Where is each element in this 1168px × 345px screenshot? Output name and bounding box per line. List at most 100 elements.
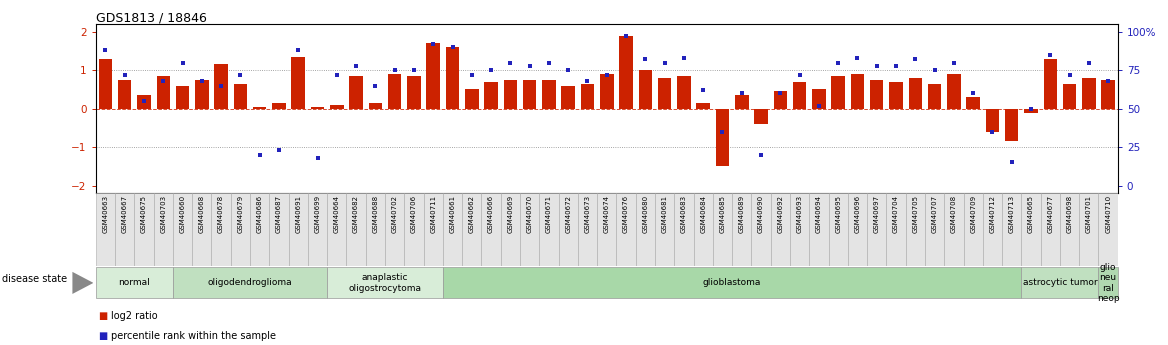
Text: GSM40666: GSM40666 [488,195,494,234]
Bar [253,107,266,109]
Text: ■: ■ [98,311,107,321]
Bar [481,193,501,266]
Bar [773,91,787,109]
Text: GSM40710: GSM40710 [1105,195,1111,234]
Bar [485,82,498,109]
Bar [674,193,694,266]
Text: GSM40697: GSM40697 [874,195,880,234]
Bar [732,193,751,266]
Bar [96,193,116,266]
Bar [424,193,443,266]
Bar [793,82,806,109]
Bar [503,80,517,109]
Text: ■: ■ [98,332,107,341]
Bar [1098,267,1118,298]
Bar [211,193,231,266]
Text: GSM40702: GSM40702 [391,195,397,233]
Text: GSM40682: GSM40682 [353,195,359,233]
Text: GSM40677: GSM40677 [1048,195,1054,234]
Bar [157,76,171,109]
Text: GSM40695: GSM40695 [835,195,841,233]
Bar [116,193,134,266]
Bar [735,95,749,109]
Bar [446,47,459,109]
Text: GSM40692: GSM40692 [778,195,784,233]
Text: GSM40689: GSM40689 [738,195,745,234]
Bar [1059,193,1079,266]
Text: GSM40671: GSM40671 [545,195,552,234]
Text: GSM40693: GSM40693 [797,195,802,234]
Text: GSM40669: GSM40669 [507,195,514,234]
Text: astrocytic tumor: astrocytic tumor [1023,278,1097,287]
Text: GSM40680: GSM40680 [642,195,648,234]
Text: glioblastoma: glioblastoma [703,278,762,287]
Bar [292,57,305,109]
Bar [1098,193,1118,266]
Text: GSM40699: GSM40699 [314,195,320,234]
Text: GSM40696: GSM40696 [855,195,861,234]
Bar [231,193,250,266]
Text: GSM40678: GSM40678 [218,195,224,234]
Text: GSM40673: GSM40673 [584,195,591,234]
Text: GSM40703: GSM40703 [160,195,166,234]
Text: GSM40683: GSM40683 [681,195,687,234]
Bar [639,70,652,109]
Bar [385,193,404,266]
Bar [327,267,443,298]
Bar [562,86,575,109]
Bar [118,80,132,109]
Bar [696,103,710,109]
Bar [867,193,887,266]
Bar [944,193,964,266]
Bar [812,89,826,109]
Bar [463,193,481,266]
Bar [173,267,327,298]
Bar [578,193,597,266]
Bar [558,193,578,266]
Text: GSM40713: GSM40713 [1009,195,1015,234]
Text: disease state: disease state [2,275,68,284]
Text: GSM40704: GSM40704 [894,195,899,233]
Bar [465,89,479,109]
Text: GSM40685: GSM40685 [719,195,725,233]
Bar [1041,193,1059,266]
Bar [308,193,327,266]
Bar [870,80,883,109]
Text: GSM40694: GSM40694 [816,195,822,233]
Bar [619,36,633,109]
Text: normal: normal [118,278,151,287]
Text: GSM40675: GSM40675 [141,195,147,233]
Text: GSM40663: GSM40663 [103,195,109,234]
Bar [809,193,828,266]
Bar [1021,267,1098,298]
Bar [134,193,154,266]
Bar [176,86,189,109]
Bar [215,65,228,109]
Text: GSM40681: GSM40681 [661,195,668,234]
Text: percentile rank within the sample: percentile rank within the sample [111,332,276,341]
Bar [523,80,536,109]
Bar [1004,109,1018,141]
Bar [1043,59,1057,109]
Polygon shape [72,272,93,294]
Bar [366,193,385,266]
Bar [347,193,366,266]
Bar [966,97,980,109]
Bar [964,193,982,266]
Text: GSM40705: GSM40705 [912,195,918,233]
Bar [716,109,729,166]
Bar [327,193,347,266]
Bar [408,76,420,109]
Text: GSM40708: GSM40708 [951,195,957,234]
Text: GSM40687: GSM40687 [276,195,281,234]
Bar [1079,193,1098,266]
Text: GSM40661: GSM40661 [450,195,456,234]
Bar [250,193,270,266]
Bar [677,76,690,109]
Bar [1063,84,1077,109]
Text: GSM40688: GSM40688 [373,195,378,234]
Bar [404,193,424,266]
Bar [982,193,1002,266]
Bar [1101,80,1115,109]
Text: GSM40676: GSM40676 [623,195,630,234]
